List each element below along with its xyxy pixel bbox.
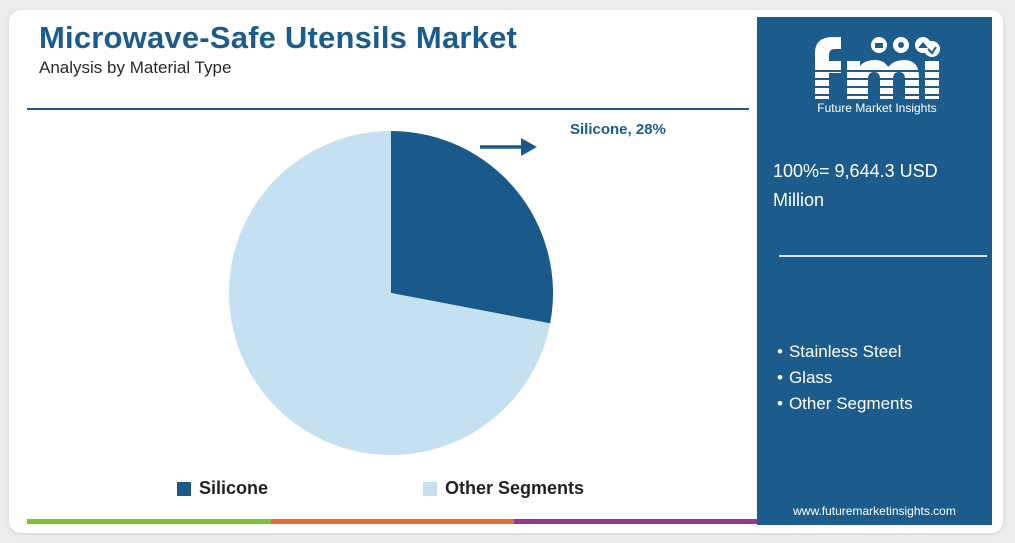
pie-slice-silicone (391, 131, 553, 324)
data-label-silicone: Silicone, 28% (570, 121, 666, 138)
other-segments-list: Stainless Steel Glass Other Segments (777, 339, 913, 417)
label-arrow-head (521, 138, 537, 156)
logo-icon-dot-4 (924, 41, 940, 57)
footer-bar-green (27, 519, 271, 524)
chart-title: Microwave-Safe Utensils Market (39, 20, 518, 55)
side-panel: Future Market Insights 100%= 9,644.3 USD… (757, 17, 992, 525)
footer-color-bar (27, 519, 759, 524)
footer-bar-purple (514, 519, 759, 524)
other-segment-item: Stainless Steel (777, 339, 913, 365)
legend-label-other-segments: Other Segments (445, 478, 585, 498)
legend-label-silicone: Silicone (199, 478, 269, 498)
pie-chart: Silicone, 28% (229, 121, 666, 456)
legend-swatch-other-segments (423, 481, 437, 496)
footer-bar-orange (270, 519, 515, 524)
other-segment-item: Other Segments (777, 391, 913, 417)
market-total: 100%= 9,644.3 USD Million (773, 161, 938, 210)
pie-slice-other-segments (229, 131, 551, 456)
report-card: Microwave-Safe Utensils Market Analysis … (9, 10, 1003, 533)
fmi-logo-mark (807, 37, 947, 99)
legend-item-other-segments: Other Segments (423, 478, 584, 499)
brand-name: Future Market Insights (817, 101, 937, 115)
legend-item-silicone: Silicone (177, 478, 268, 499)
side-panel-divider (779, 255, 987, 257)
legend-swatch-silicone (177, 481, 191, 496)
chart-legend: Silicone Other Segments (9, 478, 749, 504)
other-segment-item: Glass (777, 365, 913, 391)
website-link[interactable]: www.futuremarketinsights.com (793, 504, 956, 518)
fmi-logo: Future Market Insights (797, 23, 957, 117)
pie-slices (229, 131, 553, 456)
header-divider (27, 108, 749, 110)
chart-subtitle: Analysis by Material Type (39, 58, 232, 77)
